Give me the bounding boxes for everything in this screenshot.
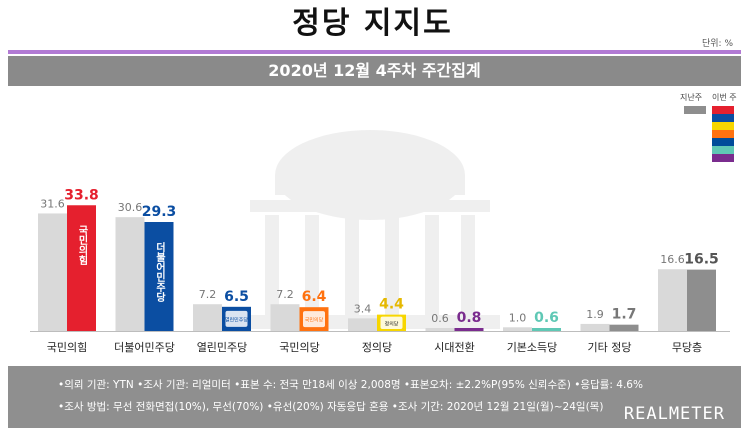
value-label-current: 1.7 — [612, 307, 637, 323]
legend-prev-swatch — [684, 106, 706, 114]
value-label-prev: 0.6 — [431, 312, 449, 325]
category-label: 열린민주당 — [197, 341, 248, 354]
period-banner: 2020년 12월 4주차 주간집계 — [8, 56, 741, 86]
legend-curr-swatch — [712, 114, 734, 122]
bar-this-week — [454, 328, 484, 331]
category-label: 국민의당 — [279, 341, 319, 354]
value-label-prev: 31.6 — [40, 197, 65, 210]
survey-info-line-1: •의뢰 기관: YTN •조사 기관: 리얼미터 •표본 수: 전국 만18세 … — [58, 379, 643, 391]
value-label-prev: 7.2 — [199, 288, 217, 301]
bar-prev-week — [193, 304, 222, 331]
survey-info-box: •의뢰 기관: YTN •조사 기관: 리얼미터 •표본 수: 전국 만18세 … — [8, 366, 741, 428]
party-logo: 국민의힘 — [76, 225, 88, 266]
value-label-prev: 16.6 — [660, 253, 685, 266]
survey-info-line-2: •조사 방법: 무선 전화면접(10%), 무선(70%) •유선(20%) 자… — [58, 401, 604, 413]
bar-prev-week — [115, 217, 145, 331]
bar-prev-week — [503, 327, 532, 331]
legend-curr-swatch — [712, 122, 734, 130]
title-divider — [8, 50, 741, 54]
category-label: 정의당 — [362, 341, 392, 354]
bar-prev-week — [270, 304, 300, 331]
party-logo: 더불어민주당 — [154, 241, 166, 303]
value-label-current: 6.4 — [302, 289, 327, 305]
unit-label: 단위: % — [701, 39, 733, 49]
category-label: 더불어민주당 — [114, 341, 175, 354]
legend-curr-label: 이번 주 — [712, 93, 737, 102]
party-logo-text: 정의당 — [385, 320, 399, 327]
bar-prev-week — [38, 213, 67, 331]
category-label: 시대전환 — [434, 341, 474, 354]
value-label-prev: 30.6 — [118, 201, 143, 214]
page-title: 정당 지지도 — [292, 6, 453, 41]
value-label-prev: 7.2 — [276, 288, 294, 301]
value-label-current: 33.8 — [64, 187, 99, 203]
party-logo-text: 열린민주당 — [225, 316, 248, 323]
legend: 지난주 이번 주 — [678, 92, 738, 164]
value-label-current: 0.6 — [534, 310, 559, 326]
brand-logo: REALMETER — [623, 404, 725, 424]
legend-curr-swatch — [712, 154, 734, 162]
value-label-current: 4.4 — [379, 297, 404, 313]
value-label-prev: 3.4 — [354, 302, 372, 315]
category-label: 무당층 — [672, 341, 702, 354]
bar-prev-week — [425, 328, 455, 331]
legend-prev-label: 지난주 — [680, 93, 703, 102]
party-logo — [225, 310, 248, 327]
legend-curr-swatch — [712, 106, 734, 114]
bar-this-week — [609, 324, 639, 331]
bar-this-week — [67, 205, 96, 331]
assembly-building-watermark — [240, 130, 500, 329]
legend-curr-swatch — [712, 130, 734, 138]
category-label: 국민의힘 — [47, 341, 87, 354]
value-label-prev: 1.0 — [509, 311, 527, 324]
category-label: 기본소득당 — [507, 341, 558, 354]
legend-curr-swatch — [712, 138, 734, 146]
value-label-current: 6.5 — [224, 289, 249, 305]
bar-this-week — [532, 328, 561, 331]
bar-prev-week — [658, 269, 687, 331]
bar-this-week — [144, 222, 174, 331]
legend-curr-swatch — [712, 146, 734, 154]
bar-prev-week — [580, 323, 610, 331]
value-label-current: 16.5 — [684, 252, 719, 268]
value-label-prev: 1.9 — [586, 308, 604, 321]
category-label: 기타 정당 — [588, 341, 632, 354]
value-label-current: 0.8 — [457, 310, 482, 326]
party-logo-text: 국민의당 — [305, 317, 324, 324]
value-label-current: 29.3 — [142, 204, 177, 220]
bar-this-week — [687, 269, 716, 331]
party-logo — [303, 311, 325, 328]
bar-prev-week — [348, 318, 377, 331]
party-logo — [380, 316, 403, 329]
